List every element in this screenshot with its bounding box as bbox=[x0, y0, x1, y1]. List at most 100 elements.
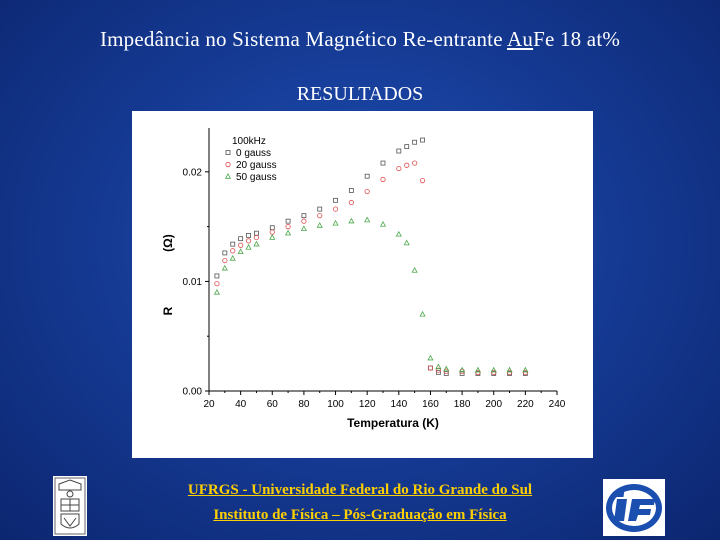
data-point-square bbox=[238, 236, 244, 242]
data-point-circle bbox=[269, 229, 275, 235]
data-point-circle bbox=[419, 178, 426, 184]
data-point-triangle bbox=[490, 366, 497, 373]
x-tick-label: 180 bbox=[454, 399, 471, 410]
data-point-triangle bbox=[395, 230, 402, 237]
data-point-square bbox=[380, 160, 386, 166]
data-point-triangle bbox=[285, 229, 292, 236]
resistance-temperature-chart: 20 40 60 80 100 120 140 160 180 200 220 240 0.00 0.01… bbox=[161, 128, 566, 430]
data-point-circle bbox=[317, 213, 323, 219]
x-tick-label: 140 bbox=[390, 399, 407, 410]
data-point-triangle bbox=[522, 366, 529, 373]
data-point-circle bbox=[404, 162, 410, 168]
data-point-circle bbox=[253, 234, 260, 241]
data-point-square bbox=[404, 144, 410, 150]
data-point-circle bbox=[427, 365, 434, 371]
data-point-triangle bbox=[237, 248, 244, 255]
x-axis-label: Temperatura (K) bbox=[347, 416, 439, 430]
y-tick-label: 0.02 bbox=[183, 167, 203, 178]
data-point-square bbox=[396, 148, 402, 154]
data-point-circle bbox=[214, 281, 220, 287]
data-point-triangle bbox=[459, 366, 466, 373]
x-tick-label: 80 bbox=[298, 399, 310, 410]
footer-university: UFRGS - Universidade Federal do Rio Gran… bbox=[187, 482, 533, 498]
data-point-triangle bbox=[221, 264, 228, 271]
data-point-triangle bbox=[411, 267, 418, 273]
data-point-circle bbox=[435, 367, 441, 373]
legend-title: 100kHz bbox=[232, 136, 266, 147]
data-point-triangle bbox=[364, 216, 371, 223]
legend-entry: 20 gauss bbox=[236, 160, 277, 171]
data-point-square bbox=[420, 137, 425, 143]
if-logo-icon bbox=[603, 479, 665, 536]
data-point-square bbox=[459, 371, 465, 376]
data-point-circle bbox=[222, 257, 228, 264]
title-part-1: Impedância no Sistema Magnético Re-entra… bbox=[99, 27, 508, 51]
data-point-triangle bbox=[443, 365, 450, 372]
title-part-2: Fe 18 at% bbox=[533, 27, 621, 51]
data-point-square bbox=[333, 197, 338, 203]
data-point-triangle bbox=[348, 217, 355, 224]
data-point-circle bbox=[348, 199, 354, 206]
data-point-circle bbox=[238, 242, 244, 248]
data-point-square bbox=[301, 213, 307, 219]
data-point-square bbox=[254, 230, 259, 236]
data-point-square bbox=[443, 371, 449, 376]
x-tick-label: 200 bbox=[485, 399, 502, 410]
data-point-triangle bbox=[427, 354, 434, 361]
y-axis-label-unit: (Ω) bbox=[161, 234, 175, 252]
data-point-circle bbox=[412, 160, 418, 166]
data-point-square bbox=[285, 218, 291, 224]
x-tick-label: 220 bbox=[517, 399, 534, 410]
x-tick-label: 120 bbox=[359, 399, 376, 410]
data-point-circle bbox=[396, 165, 402, 172]
data-point-triangle bbox=[419, 310, 426, 317]
data-point-circle bbox=[364, 188, 370, 195]
data-point-square bbox=[230, 241, 236, 247]
data-point-triangle bbox=[269, 234, 276, 240]
legend-marker bbox=[225, 161, 231, 168]
footer-institute: Instituto de Física – Pós-Graduação em F… bbox=[213, 507, 507, 523]
data-point-circle bbox=[380, 176, 386, 183]
data-point-triangle bbox=[300, 225, 307, 232]
data-point-square bbox=[214, 273, 220, 279]
data-point-circle bbox=[245, 238, 252, 244]
data-point-triangle bbox=[213, 288, 220, 295]
if-logo bbox=[603, 479, 665, 536]
y-axis-label-letter: R bbox=[161, 306, 175, 315]
data-point-triangle bbox=[506, 366, 513, 373]
data-point-square bbox=[348, 188, 354, 193]
legend-entry: 0 gauss bbox=[236, 148, 271, 159]
data-point-circle bbox=[285, 224, 291, 230]
data-point-square bbox=[222, 250, 228, 256]
slide-subtitle: RESULTADOS bbox=[296, 83, 424, 105]
ufrgs-logo bbox=[53, 476, 87, 536]
data-point-triangle bbox=[316, 222, 323, 228]
data-point-triangle bbox=[253, 240, 260, 247]
y-tick-label: 0.00 bbox=[183, 387, 203, 398]
data-point-triangle bbox=[229, 254, 236, 261]
legend-marker bbox=[225, 150, 231, 155]
data-point-triangle bbox=[474, 366, 481, 373]
data-point-triangle bbox=[403, 239, 410, 246]
y-tick-label: 0.01 bbox=[183, 277, 203, 288]
data-point-square bbox=[246, 232, 251, 238]
data-point-square bbox=[364, 173, 370, 179]
x-tick-label: 100 bbox=[327, 399, 344, 410]
ufrgs-crest-icon bbox=[54, 477, 86, 535]
data-point-square bbox=[412, 139, 418, 145]
x-tick-label: 160 bbox=[422, 399, 439, 410]
title-part-underlined: Au bbox=[507, 27, 534, 51]
data-point-square bbox=[317, 206, 323, 212]
data-point-triangle bbox=[332, 219, 339, 226]
data-point-square bbox=[269, 225, 275, 231]
data-point-triangle bbox=[379, 220, 387, 227]
chart-panel: 20 40 60 80 100 120 140 160 180 200 220 240 0.00 0.01… bbox=[132, 111, 593, 458]
data-point-circle bbox=[332, 206, 339, 212]
data-point-triangle bbox=[435, 363, 442, 370]
legend-entry: 50 gauss bbox=[236, 172, 277, 183]
x-tick-label: 40 bbox=[235, 399, 247, 410]
legend-marker bbox=[224, 173, 232, 179]
x-tick-label: 60 bbox=[267, 399, 279, 410]
x-tick-label: 20 bbox=[203, 399, 215, 410]
x-tick-label: 240 bbox=[549, 399, 566, 410]
